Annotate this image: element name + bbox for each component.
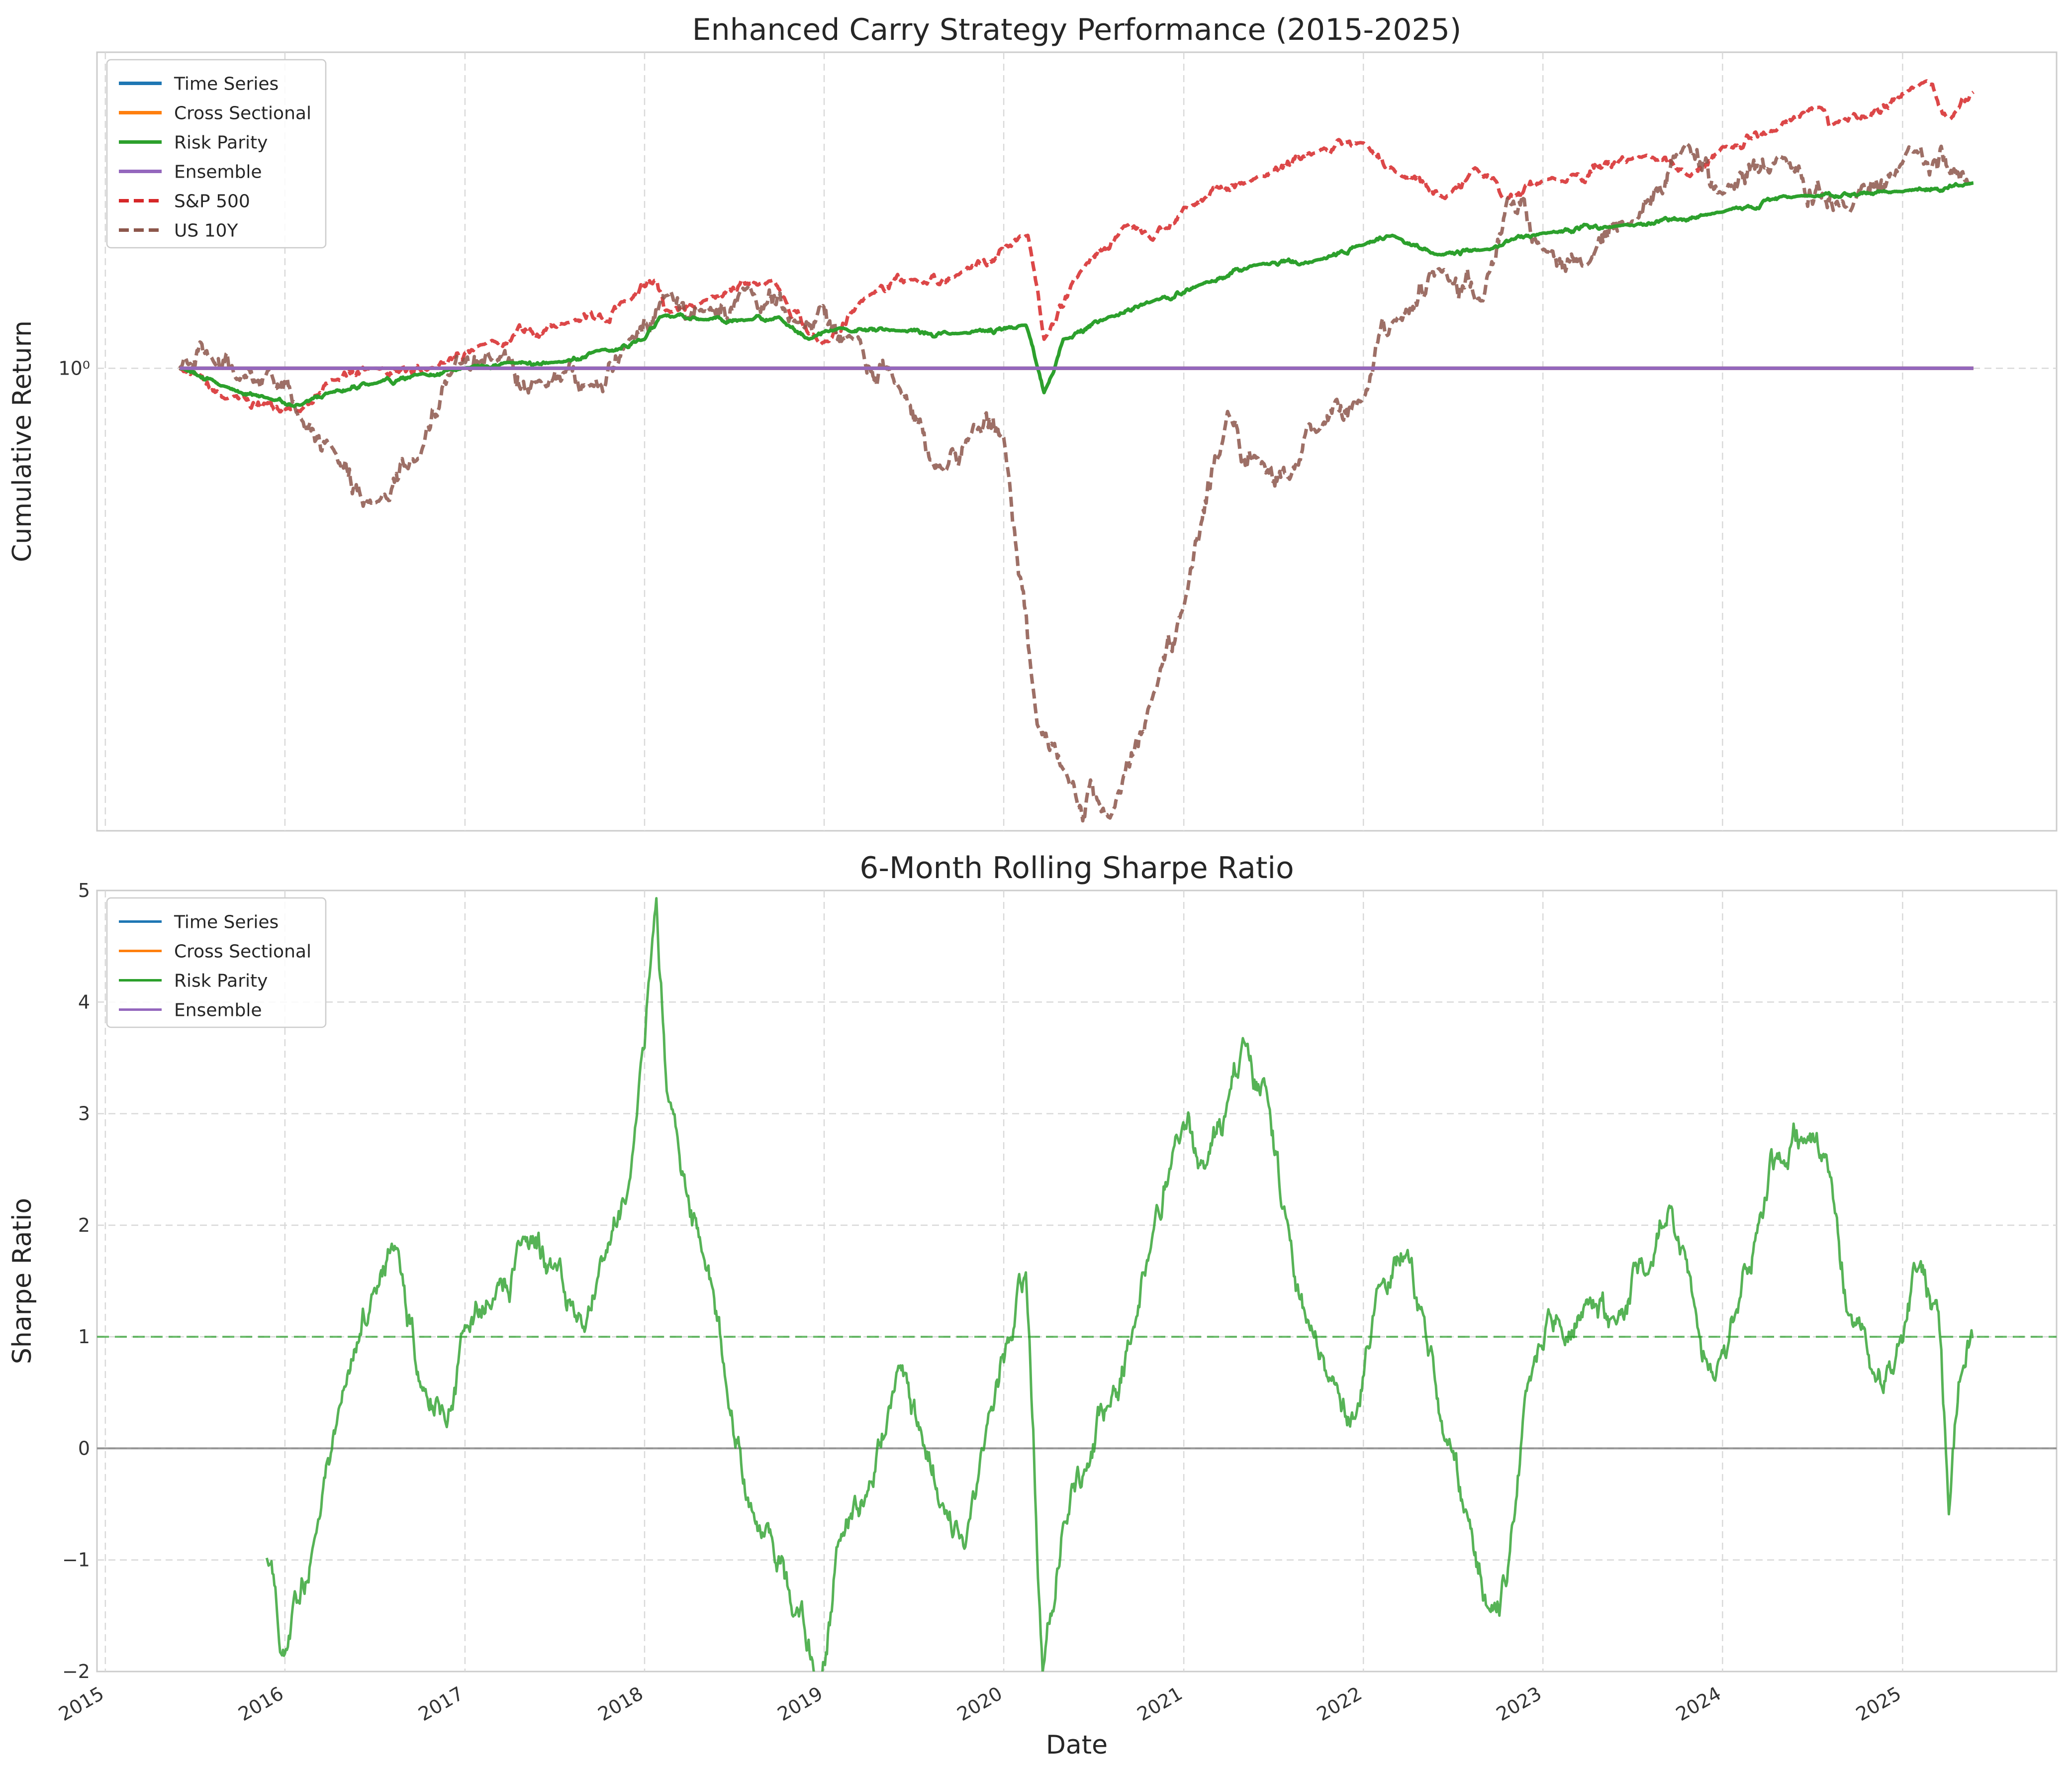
legend-label: Risk Parity	[174, 971, 268, 991]
bottom-x-axis-label: Date	[1046, 1730, 1108, 1760]
legend-label: Time Series	[174, 74, 279, 95]
top-y-tick-label: 10⁰	[58, 357, 90, 379]
top-series-s-p-500-line	[179, 79, 1975, 414]
legend-label: Time Series	[174, 912, 279, 933]
bottom-series-lines	[265, 897, 1974, 1672]
bottom-y-tick-label: 2	[78, 1214, 90, 1236]
bottom-y-tick-label: 3	[78, 1103, 90, 1125]
bottom-y-tick-label: 0	[78, 1437, 90, 1459]
bottom-y-tick-label: 1	[78, 1326, 90, 1348]
bottom-y-tick-label: 4	[78, 991, 90, 1013]
bottom-y-tick-label: −1	[62, 1549, 90, 1571]
bottom-chart-title: 6-Month Rolling Sharpe Ratio	[859, 851, 1294, 886]
legend-label: Cross Sectional	[174, 103, 311, 124]
bottom-series-risk-parity-line	[265, 897, 1974, 1672]
legend-frame	[106, 897, 327, 1028]
top-plot-area	[96, 51, 2058, 832]
top-series-risk-parity-line	[179, 181, 1975, 408]
legend-label: Risk Parity	[174, 133, 268, 153]
bottom-y-axis-label: Sharpe Ratio	[7, 1198, 37, 1364]
legend-label: Ensemble	[174, 1000, 262, 1021]
bottom-y-tick-label: 5	[78, 880, 90, 901]
top-y-ticks: 10⁰	[58, 357, 90, 379]
top-chart-title: Enhanced Carry Strategy Performance (201…	[692, 12, 1462, 47]
bottom-plot-area	[96, 889, 2058, 1673]
top-panel: 10⁰ Enhanced Carry Strategy Performance …	[7, 12, 2058, 832]
bottom-y-tick-label: −2	[62, 1661, 90, 1682]
bottom-y-ticks: −2 −1 0 1 2 3 4 5	[62, 880, 90, 1682]
top-series-lines	[178, 79, 1975, 823]
legend-frame	[106, 59, 327, 249]
top-legend: Time Series Cross Sectional Risk Parity Ens…	[106, 59, 327, 249]
legend-label: S&P 500	[174, 192, 250, 212]
bottom-legend: Time Series Cross Sectional Risk Parity Ens…	[106, 897, 327, 1028]
legend-label: US 10Y	[174, 221, 238, 241]
top-y-axis-label: Cumulative Return	[7, 320, 37, 562]
legend-label: Ensemble	[174, 162, 262, 183]
legend-label: Cross Sectional	[174, 942, 311, 962]
